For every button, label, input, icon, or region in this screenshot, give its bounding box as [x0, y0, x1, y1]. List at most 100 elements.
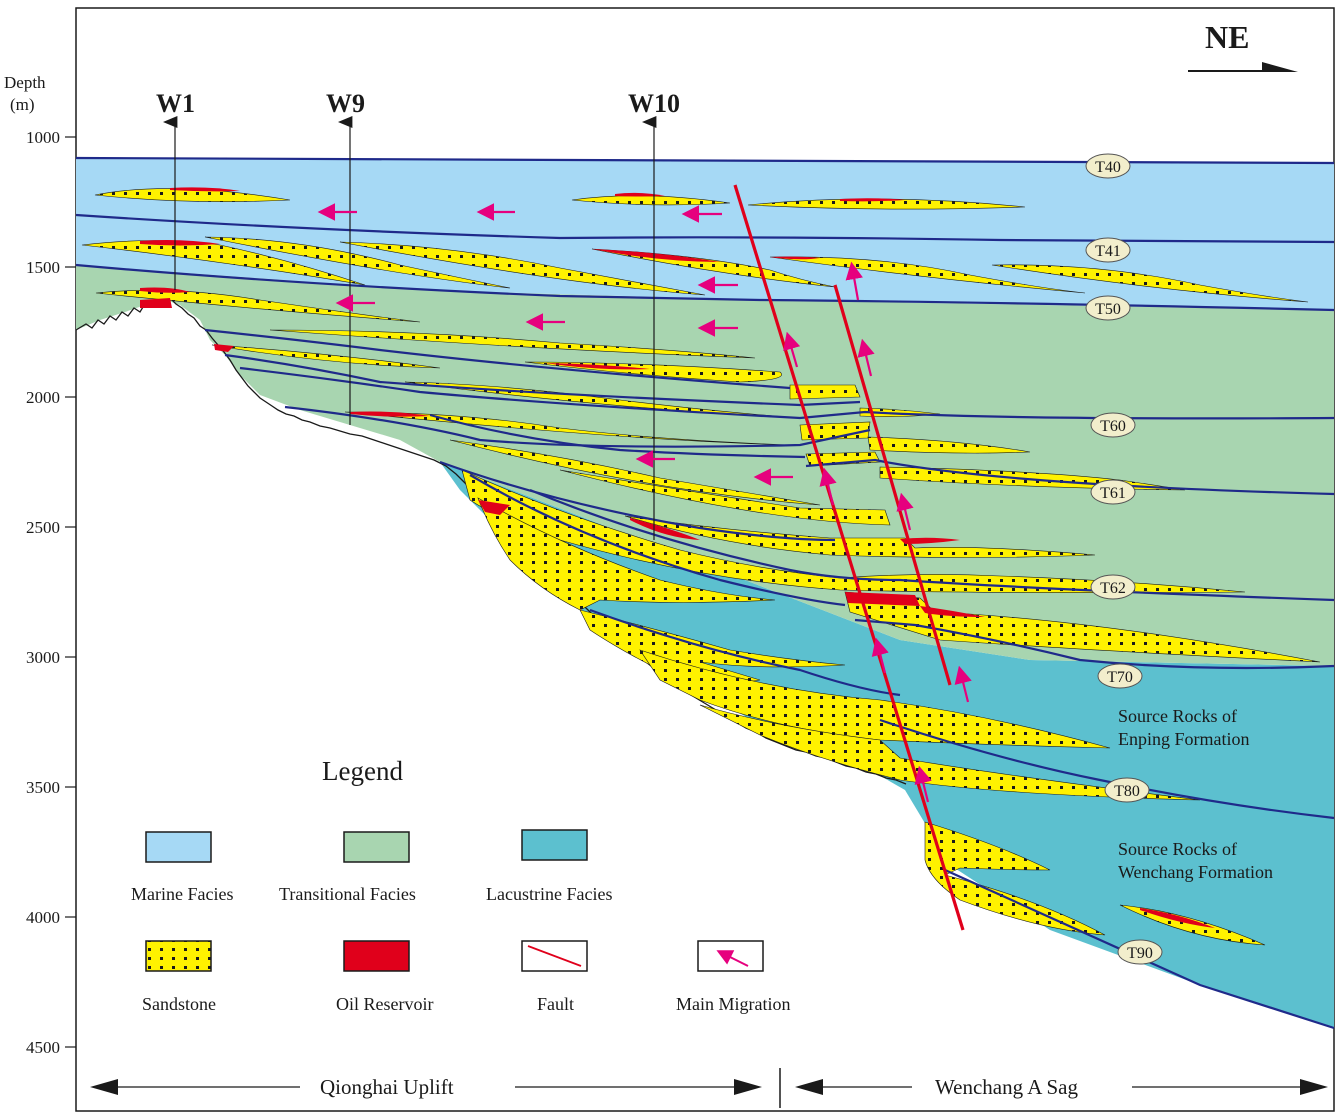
depth-tick: 3000 — [26, 648, 60, 667]
oil-reservoir — [214, 344, 234, 352]
legend-label-fault: Fault — [537, 994, 574, 1014]
well-label-w9: W9 — [326, 89, 365, 118]
facies-layers — [76, 158, 1334, 1028]
wenchang-source-label: Wenchang Formation — [1118, 862, 1273, 882]
legend-swatch-oil — [343, 940, 410, 972]
svg-text:T90: T90 — [1127, 945, 1153, 962]
oil-reservoir — [140, 298, 172, 308]
depth-axis: Depth (m) 1000 1500 2000 2500 3000 3500 … — [4, 73, 76, 1057]
legend-swatch-marine — [145, 831, 212, 863]
legend: Legend Marine Facies Transitional Facies… — [131, 756, 791, 1014]
sand-body — [94, 188, 291, 202]
horizon-t80 — [879, 718, 1335, 820]
horizon-t60-upper-a — [204, 328, 791, 390]
migration-arrow — [845, 261, 863, 301]
region-bar: Qionghai Uplift Wenchang A Sag — [90, 1068, 1328, 1108]
oil-reservoir — [350, 411, 430, 417]
oil-reservoir — [920, 606, 985, 617]
oil-reservoir — [592, 249, 720, 262]
migration-arrow — [954, 665, 972, 703]
oil-reservoir — [615, 192, 665, 197]
fault-2 — [833, 284, 952, 686]
fault-symbol-icon — [527, 945, 582, 967]
horizon-t70-upper — [469, 474, 846, 607]
horizon-t61-upper — [284, 405, 871, 448]
sand-body — [449, 439, 821, 506]
well-label-w1: W1 — [156, 89, 195, 118]
svg-text:T41: T41 — [1095, 243, 1121, 260]
north-east-indicator: NE — [1188, 19, 1298, 72]
migration-arrow — [896, 492, 914, 531]
sand-body — [624, 515, 1096, 558]
enping-source-label: Source Rocks of — [1118, 706, 1237, 726]
depth-tick: 4500 — [26, 1038, 60, 1057]
lacustrine-facies — [440, 462, 1334, 1028]
legend-label-oil: Oil Reservoir — [336, 994, 433, 1014]
horizon-badge-t70: T70 — [1097, 663, 1143, 689]
migration-arrow — [871, 637, 889, 674]
svg-text:T60: T60 — [1100, 418, 1126, 435]
depth-tick: 2500 — [26, 518, 60, 537]
horizon-badges: T40 T41 T50 T60 T61 T62 T70 T80 T90 — [1085, 153, 1163, 965]
wenchang-source-label: Source Rocks of — [1118, 839, 1237, 859]
oil-reservoir — [840, 198, 905, 202]
well-label-w10: W10 — [628, 89, 680, 118]
horizon-badge-t40: T40 — [1085, 153, 1131, 179]
legend-label-transitional: Transitional Facies — [279, 884, 416, 904]
sand-body — [339, 241, 706, 296]
migration-arrow-icon — [716, 950, 749, 967]
marine-facies — [76, 158, 1334, 310]
migration-arrow — [914, 765, 932, 803]
svg-text:T50: T50 — [1095, 301, 1121, 318]
sand-body — [924, 821, 1106, 936]
horizon-badge-t90: T90 — [1117, 939, 1163, 965]
horizon-badge-t80: T80 — [1104, 777, 1150, 803]
depth-tick: 1500 — [26, 258, 60, 277]
migration-arrow — [857, 338, 875, 377]
legend-title: Legend — [322, 756, 403, 786]
direction-label: NE — [1205, 19, 1249, 55]
oil-reservoir — [770, 256, 820, 260]
horizon-t90 — [944, 868, 1335, 1030]
sand-body — [344, 411, 791, 446]
depth-tick: 2000 — [26, 388, 60, 407]
enping-source-label: Enping Formation — [1118, 729, 1250, 749]
legend-swatch-lacustrine — [521, 829, 588, 861]
direction-arrow — [1188, 62, 1298, 72]
faults — [733, 184, 965, 931]
sand-body — [991, 264, 1309, 303]
oil-reservoir — [900, 537, 960, 544]
sand-body — [269, 329, 756, 359]
horizon-t61 — [805, 458, 1335, 496]
sand-body — [461, 469, 1246, 593]
sand-body — [867, 436, 1031, 454]
horizon-badge-t62: T62 — [1090, 574, 1136, 600]
horizon-t70-b — [854, 618, 1335, 670]
horizon-t80-upper — [589, 608, 901, 697]
horizon-badge-t41: T41 — [1085, 237, 1131, 263]
migration-arrows — [317, 203, 972, 803]
svg-text:T80: T80 — [1114, 783, 1140, 800]
horizon-t61-a — [429, 413, 806, 459]
sand-body — [211, 344, 441, 369]
svg-text:T61: T61 — [1100, 485, 1126, 502]
migration-arrow — [783, 331, 801, 368]
horizon-t50 — [75, 263, 1335, 312]
legend-swatch-transitional — [343, 831, 410, 863]
sand-body — [477, 497, 776, 611]
horizon-badge-t50: T50 — [1085, 295, 1131, 321]
depth-tick: 1000 — [26, 128, 60, 147]
sand-body — [789, 384, 861, 400]
oil-reservoir — [170, 187, 240, 192]
oil-reservoir — [1140, 908, 1215, 928]
region-label-qionghai: Qionghai Uplift — [320, 1075, 454, 1099]
depth-tick: 4000 — [26, 908, 60, 927]
oil-reservoir — [545, 363, 650, 370]
fault-1 — [733, 184, 965, 931]
legend-label-sandstone: Sandstone — [142, 994, 216, 1014]
oil-reservoir — [140, 240, 220, 246]
legend-swatch-migration — [697, 940, 764, 972]
horizon-t60-upper-b — [224, 353, 861, 407]
horizon-badge-t61: T61 — [1090, 479, 1136, 505]
